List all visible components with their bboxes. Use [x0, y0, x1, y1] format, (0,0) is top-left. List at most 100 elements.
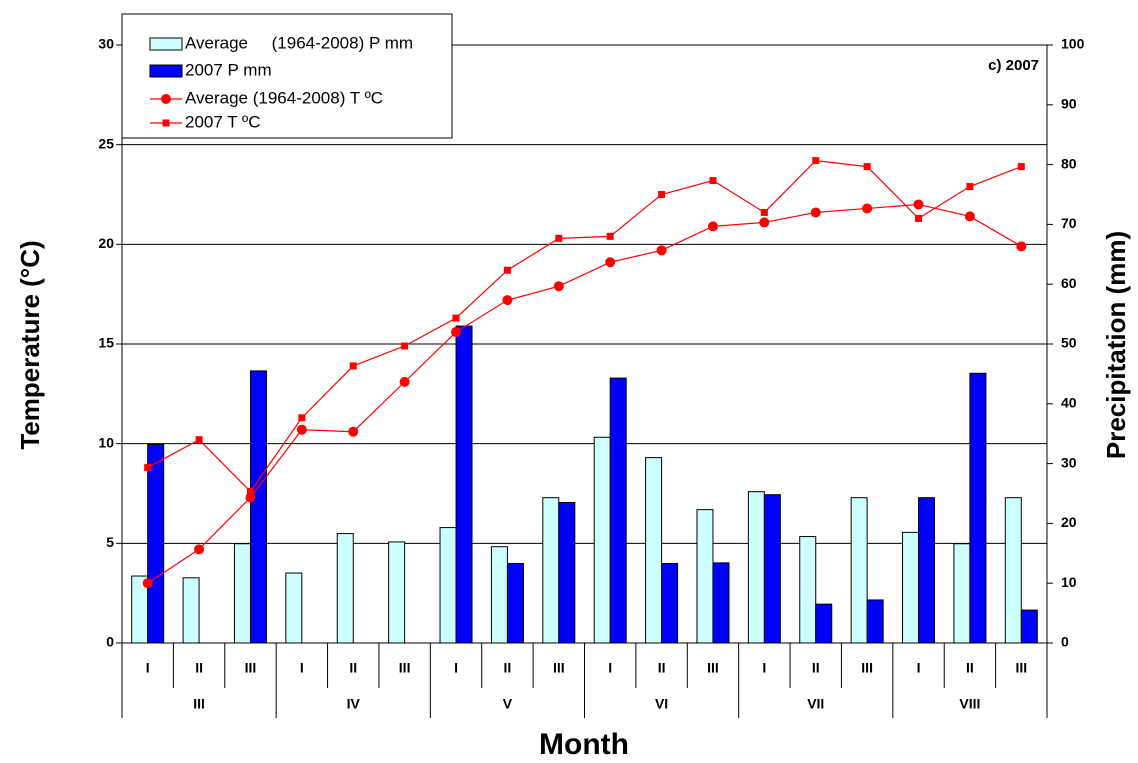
x-tick-label: III: [707, 660, 719, 676]
bar: [558, 501, 576, 644]
point: [1016, 241, 1027, 252]
y-axis-title: Temperature (°C): [15, 240, 45, 449]
y-tick-label: 10: [98, 434, 114, 450]
point: [246, 488, 254, 496]
x-group-label: VI: [655, 696, 668, 712]
y2-tick-label: 70: [1061, 215, 1077, 231]
y-tick-label: 25: [98, 135, 114, 151]
point: [862, 203, 873, 214]
point: [555, 234, 563, 242]
bar: [285, 572, 303, 644]
point: [194, 544, 205, 555]
point: [966, 183, 974, 191]
x-group-label: V: [503, 696, 513, 712]
x-tick-label: II: [812, 660, 820, 676]
legend-label: Average (1964-2008) T ºC: [185, 88, 383, 107]
bar: [182, 577, 200, 644]
y2-tick-label: 30: [1061, 454, 1077, 470]
point: [451, 327, 462, 338]
point: [964, 211, 975, 222]
x-tick-label: II: [504, 660, 512, 676]
y2-tick-label: 90: [1061, 96, 1077, 112]
point: [810, 207, 821, 218]
bar: [645, 457, 663, 644]
point: [142, 578, 153, 589]
bar: [336, 533, 354, 644]
legend-swatch: [149, 64, 183, 78]
bar: [455, 325, 473, 644]
y-tick-label: 20: [98, 235, 114, 251]
point: [144, 464, 152, 472]
point: [658, 191, 666, 198]
y-tick-label: 15: [98, 335, 114, 351]
bar: [696, 509, 714, 644]
x-tick-label: III: [399, 660, 411, 676]
bar: [763, 494, 781, 644]
legend-label: 2007 T ºC: [185, 112, 261, 131]
legend-label: Average (1964-2008) P mm: [185, 33, 413, 52]
point: [399, 376, 410, 387]
line: [147, 159, 1022, 493]
bar: [953, 543, 971, 644]
y-tick-label: 5: [106, 534, 114, 550]
point: [656, 245, 667, 256]
x-tick-label: I: [608, 660, 612, 676]
y2-tick-label: 50: [1061, 335, 1077, 351]
x-group-label: IV: [347, 696, 361, 712]
y-tick-label: 30: [98, 36, 114, 52]
bar: [866, 599, 884, 644]
bar: [969, 372, 987, 644]
x-axis-title: Month: [539, 728, 629, 761]
point: [760, 208, 768, 216]
bar: [850, 497, 868, 644]
bar: [747, 491, 765, 644]
y2-tick-label: 80: [1061, 155, 1077, 171]
x-tick-label: I: [146, 660, 150, 676]
bar: [902, 531, 920, 644]
y2-tick-label: 60: [1061, 275, 1077, 291]
bar: [542, 497, 560, 644]
bar: [1004, 497, 1022, 644]
y2-tick-label: 10: [1061, 574, 1077, 590]
x-tick-label: III: [245, 660, 257, 676]
point: [195, 436, 203, 444]
point: [759, 217, 770, 228]
x-tick-label: II: [349, 660, 357, 676]
point: [915, 214, 923, 222]
legend-marker: [161, 94, 171, 104]
point: [401, 342, 409, 350]
x-tick-label: I: [300, 660, 304, 676]
legend-marker: [162, 119, 170, 127]
x-tick-label: II: [195, 660, 203, 676]
x-tick-label: III: [1015, 660, 1027, 676]
x-group-label: III: [193, 696, 205, 712]
point: [606, 232, 614, 240]
point: [709, 177, 717, 185]
bar: [712, 562, 730, 644]
point: [296, 424, 307, 435]
bar: [661, 562, 679, 644]
x-tick-label: I: [454, 660, 458, 676]
legend-label: 2007 P mm: [185, 60, 272, 79]
point: [707, 221, 718, 232]
x-tick-label: III: [553, 660, 565, 676]
point: [348, 426, 359, 437]
line: [147, 203, 1022, 584]
legend-swatch: [149, 37, 183, 51]
x-tick-label: II: [658, 660, 666, 676]
point: [553, 281, 564, 292]
point: [812, 157, 820, 165]
bar: [388, 541, 406, 644]
bar: [593, 436, 611, 644]
y2-axis-title: Precipitation (mm): [1101, 231, 1131, 459]
x-tick-label: III: [861, 660, 873, 676]
bar: [439, 527, 457, 644]
x-tick-label: I: [762, 660, 766, 676]
bar: [799, 536, 817, 644]
bar: [506, 562, 524, 644]
x-tick-label: II: [966, 660, 974, 676]
y-tick-label: 0: [106, 634, 114, 650]
bar: [609, 377, 627, 644]
bar: [249, 370, 267, 644]
point: [502, 295, 513, 306]
